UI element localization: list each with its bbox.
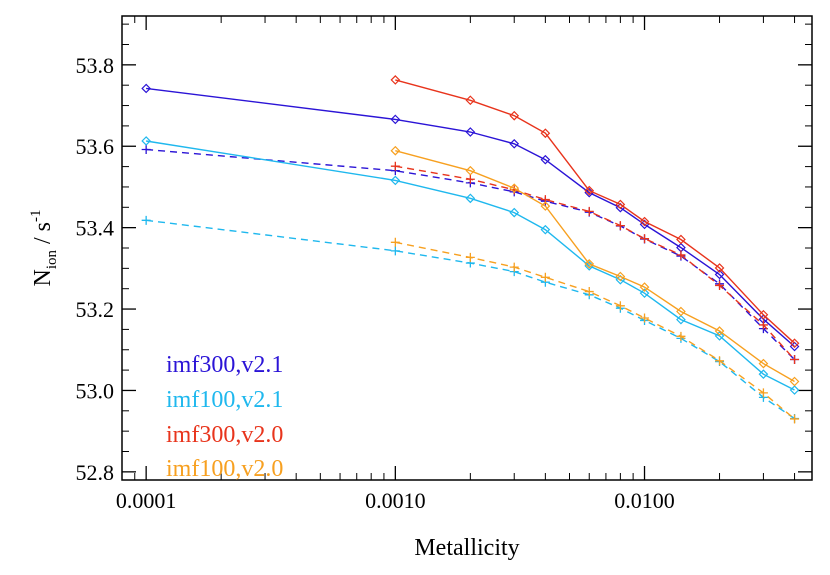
diamond-point [141, 83, 151, 94]
y-axis-title-sub: ion [44, 250, 60, 270]
legend-entry-imf300-v20: imf300,v2.0 [166, 422, 283, 448]
plus-point [676, 331, 686, 341]
plus-point [715, 356, 725, 366]
y-tick-label: 53.2 [76, 297, 115, 322]
legend-entry-imf300-v21: imf300,v2.1 [166, 352, 283, 378]
plus-point [676, 250, 686, 260]
y-axis-title-sup: -1 [28, 209, 44, 222]
plus-point [584, 287, 594, 297]
diamond-point [676, 234, 686, 245]
diamond-point [465, 127, 476, 137]
series-imf100-v2-0 [390, 145, 800, 424]
axis-ticks: 0.0001 0.0010 0.0100 52.8 53.0 53.2 53.4 53.6 53… [76, 16, 812, 513]
y-tick-label: 53.6 [76, 134, 115, 159]
diamond-point [714, 326, 725, 336]
plus-point [584, 206, 594, 216]
legend: imf300,v2.1 imf100,v2.1 imf300,v2.0 imf1… [166, 352, 283, 482]
dashed-line [146, 219, 795, 420]
series-imf300-v2-0 [390, 75, 800, 365]
x-tick-label: 0.0010 [365, 488, 426, 513]
plus-point [141, 145, 151, 155]
series-layer [141, 75, 800, 424]
diamond-point [390, 145, 401, 156]
plus-point [758, 320, 768, 330]
plus-point [790, 355, 800, 365]
y-tick-label: 52.8 [76, 460, 115, 485]
plus-point [390, 161, 400, 171]
diamond-point [714, 269, 725, 280]
legend-entry-imf100-v21: imf100,v2.1 [166, 387, 283, 413]
y-axis-title-main: N [30, 269, 56, 286]
y-axis-title-sep: / s [30, 222, 56, 250]
plus-point [615, 221, 625, 231]
diamond-point [639, 288, 650, 299]
diamond-point [390, 75, 401, 85]
diamond-point [789, 338, 800, 349]
dashed-line [146, 148, 795, 360]
plus-point [540, 272, 550, 282]
solid-line [395, 79, 795, 344]
plus-point [715, 280, 725, 290]
solid-line [146, 87, 795, 348]
y-tick-label: 53.8 [76, 53, 115, 78]
plus-point [390, 237, 400, 247]
solid-line [395, 150, 795, 383]
plus-point [615, 301, 625, 311]
plus-point [465, 252, 475, 262]
plus-point [640, 313, 650, 323]
diamond-point [789, 385, 800, 395]
diamond-point [584, 259, 595, 269]
diamond-point [639, 216, 650, 227]
diamond-point [465, 95, 476, 106]
diamond-point [758, 369, 769, 380]
plus-point [640, 234, 650, 244]
diamond-point [390, 114, 401, 125]
diamond-point [509, 207, 520, 218]
plus-point [758, 388, 768, 398]
diamond-point [509, 183, 520, 194]
x-tick-label: 0.0100 [614, 488, 675, 513]
diamond-point [540, 201, 551, 211]
plus-point [790, 414, 800, 424]
diamond-point [676, 306, 686, 317]
x-axis-title: Metallicity [414, 535, 519, 561]
diamond-point [465, 165, 476, 176]
diamond-point [540, 154, 551, 165]
diamond-point [615, 199, 626, 210]
plus-point [141, 215, 151, 225]
diamond-point [584, 185, 595, 196]
diamond-point [758, 309, 769, 320]
y-axis-title: Nion / s-1 [28, 209, 60, 286]
x-tick-label: 0.0001 [116, 488, 177, 513]
diamond-point [714, 263, 725, 273]
plus-point [390, 246, 400, 256]
diamond-point [540, 128, 551, 139]
legend-entry-imf100-v20: imf100,v2.0 [166, 456, 283, 482]
y-tick-label: 53.4 [76, 216, 115, 241]
diamond-point [141, 136, 151, 146]
diamond-point [509, 110, 520, 121]
diamond-point [676, 314, 686, 325]
plus-point [465, 174, 475, 184]
diamond-point [509, 138, 520, 149]
diamond-point [465, 193, 476, 204]
diamond-point [789, 376, 800, 387]
diamond-point [639, 282, 650, 292]
diamond-point [758, 358, 769, 369]
diamond-point [714, 331, 725, 341]
diamond-point [540, 224, 551, 235]
y-tick-label: 53.0 [76, 378, 115, 403]
solid-line [145, 140, 795, 391]
diamond-point [615, 271, 626, 282]
plus-point [509, 262, 519, 272]
diamond-point [390, 175, 401, 186]
